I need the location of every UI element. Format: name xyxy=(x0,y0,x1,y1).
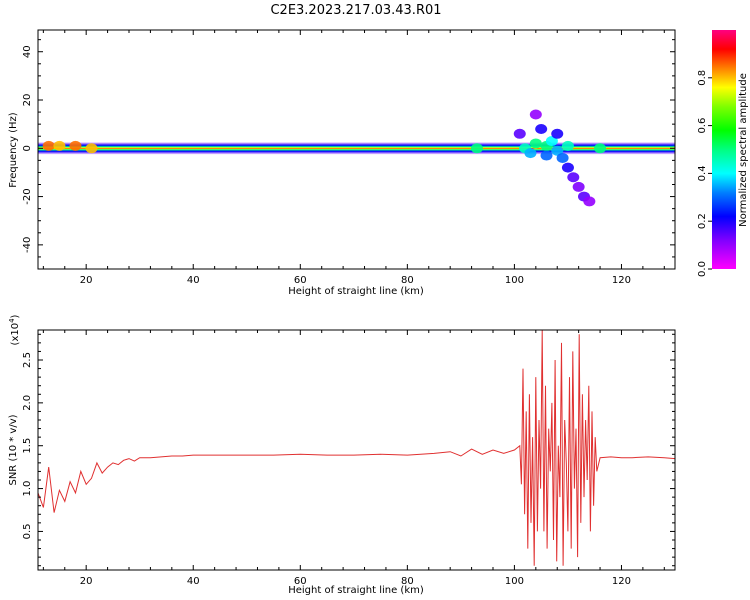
spectrogram-blob xyxy=(529,138,542,149)
spectrogram-x-tick-label: 20 xyxy=(80,275,93,286)
spectrogram-blob xyxy=(583,196,596,207)
spectrogram-y-tick-label: 20 xyxy=(22,94,33,107)
spectrogram-blob xyxy=(556,152,569,163)
snr-y-ticks: 0.5 1.0 1.5 2.0 2.5 xyxy=(22,333,675,567)
snr-panel: 20 40 60 80 100 120 0.5 1.0 1.5 2.0 2.5 Height of… xyxy=(8,314,676,596)
colorbar-tick-label: 0.4 xyxy=(697,165,708,181)
spectrogram-y-tick-label: -40 xyxy=(22,237,33,253)
spectrogram-blob xyxy=(561,140,574,151)
colorbar: 0.0 0.2 0.4 0.6 0.8 Normalized spectral ampl… xyxy=(697,30,749,277)
snr-y-tick-label: 2.0 xyxy=(22,395,33,411)
colorbar-tick-label: 0.6 xyxy=(697,118,708,134)
spectrogram-x-axis-label: Height of straight line (km) xyxy=(288,286,424,297)
colorbar-gradient xyxy=(712,30,736,269)
spectrogram-panel: 20 40 60 80 100 120 -40 -20 0 20 40 Height of str… xyxy=(8,29,676,297)
spectrogram-blob xyxy=(561,162,574,173)
snr-y-tick-label: 2.5 xyxy=(22,352,33,368)
spectrogram-blob xyxy=(470,143,483,154)
figure-title: C2E3.2023.217.03.43.R01 xyxy=(270,3,441,18)
spectrogram-blob xyxy=(524,148,537,159)
snr-x-tick-label: 80 xyxy=(401,576,414,587)
snr-y-axis-label: SNR (10 * v/v) xyxy=(8,414,19,485)
colorbar-label: Normalized spectral amplitude xyxy=(738,73,749,227)
spectrogram-blob xyxy=(69,140,82,151)
spectrogram-x-tick-label: 60 xyxy=(294,275,307,286)
spectrogram-blob xyxy=(572,181,585,192)
spectrogram-blob xyxy=(551,145,564,156)
snr-y-tick-label: 0.5 xyxy=(22,523,33,539)
spectrogram-x-tick-label: 100 xyxy=(505,275,524,286)
spectrogram-y-tick-label: 40 xyxy=(22,45,33,58)
spectrogram-blob xyxy=(529,109,542,120)
spectrogram-blob xyxy=(545,136,558,147)
spectrogram-x-tick-label: 120 xyxy=(612,275,631,286)
snr-x-tick-label: 60 xyxy=(294,576,307,587)
snr-x-tick-label: 100 xyxy=(505,576,524,587)
snr-frame xyxy=(37,329,676,571)
spectrogram-y-tick-label: -20 xyxy=(22,188,33,204)
colorbar-tick-label: 0.2 xyxy=(697,213,708,229)
spectrogram-heatmap xyxy=(38,109,675,207)
spectrogram-band xyxy=(38,142,675,155)
spectrogram-x-tick-label: 80 xyxy=(401,275,414,286)
colorbar-ticks: 0.0 0.2 0.4 0.6 0.8 xyxy=(697,70,712,277)
snr-x-axis-label: Height of straight line (km) xyxy=(288,585,424,596)
snr-x-tick-label: 20 xyxy=(80,576,93,587)
snr-y-tick-label: 1.5 xyxy=(22,438,33,454)
spectrogram-x-tick-label: 40 xyxy=(187,275,200,286)
spectrogram-x-ticks: 20 40 60 80 100 120 xyxy=(42,30,665,286)
spectrogram-blob xyxy=(551,128,564,139)
snr-x-ticks: 20 40 60 80 100 120 xyxy=(42,330,665,587)
spectrogram-blob xyxy=(535,123,548,134)
spectrogram-blob xyxy=(513,128,526,139)
spectrogram-frame xyxy=(37,29,676,270)
spectrogram-blob xyxy=(594,143,607,154)
spectrogram-blob xyxy=(42,140,55,151)
spectrogram-blob xyxy=(540,150,553,161)
spectrogram-blob xyxy=(85,143,98,154)
snr-x-tick-label: 120 xyxy=(612,576,631,587)
colorbar-tick-label: 0.8 xyxy=(697,70,708,86)
colorbar-tick-label: 0.0 xyxy=(697,261,708,277)
spectrogram-blob xyxy=(567,172,580,183)
spectrogram-blob xyxy=(53,140,66,151)
snr-x-tick-label: 40 xyxy=(187,576,200,587)
spectrogram-y-tick-label: 0 xyxy=(22,145,33,151)
spectrogram-y-ticks: -40 -20 0 20 40 xyxy=(22,39,675,270)
snr-scale-label: (x104) xyxy=(8,314,21,345)
snr-series-line xyxy=(38,330,675,566)
spectrogram-y-axis-label: Frequency (Hz) xyxy=(8,112,19,188)
snr-y-tick-label: 1.0 xyxy=(22,481,33,497)
